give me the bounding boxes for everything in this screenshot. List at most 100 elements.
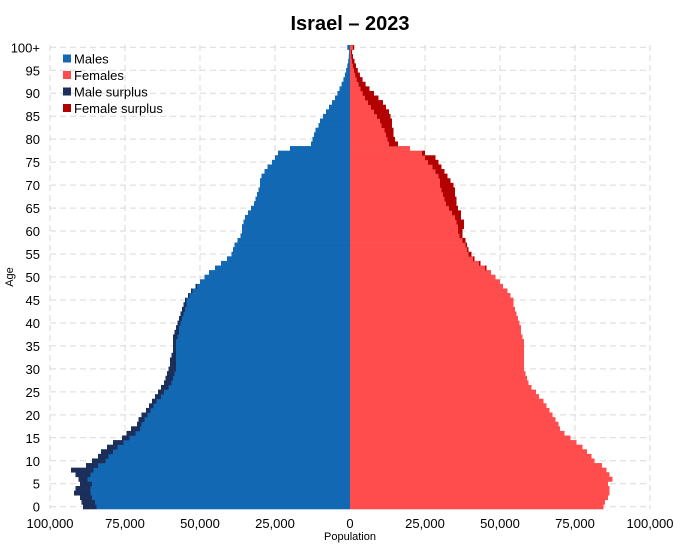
male-bar [237,237,350,243]
male-bar [204,274,350,280]
male-bar [105,458,350,464]
female-surplus-bar [374,109,389,115]
female-bar [350,449,587,455]
female-bar [350,412,553,418]
male-surplus-bar [98,453,109,459]
male-bar [92,495,350,501]
male-bar [129,435,350,441]
male-bar [150,407,350,413]
male-bar [326,109,350,115]
x-tick-label: 25,000 [405,516,445,531]
male-bar [245,214,350,220]
female-bar [350,435,571,441]
male-bar [108,453,350,459]
female-bar [350,426,560,432]
female-surplus-bar [351,58,355,64]
male-surplus-bar [80,495,92,501]
legend-swatch [63,71,71,79]
female-bar [350,182,440,188]
male-surplus-bar [126,430,136,436]
male-bar [179,325,350,331]
male-surplus-bar [71,467,94,473]
x-tick-label: 0 [346,516,353,531]
y-tick-label: 100+ [11,40,40,55]
female-bar [350,297,514,303]
female-bar [350,58,352,64]
male-bar [257,192,350,197]
male-bar [278,150,350,156]
male-bar [176,343,350,349]
male-bar [176,357,350,363]
male-bar [347,63,350,69]
male-bar [140,426,350,432]
female-bar [350,481,608,487]
y-tick-label: 35 [26,339,40,354]
male-bar [87,476,350,482]
male-bar [113,449,350,455]
male-bar [186,297,350,303]
y-tick-label: 0 [33,500,40,515]
male-bar [272,159,350,165]
male-surplus-bar [161,384,169,390]
female-bar [350,251,469,257]
male-bar [147,412,350,418]
male-bar [267,164,350,170]
male-surplus-bar [167,371,175,377]
male-surplus-bar [146,407,151,413]
female-bar [350,440,577,445]
male-bar [96,504,350,510]
female-surplus-bar [458,224,464,230]
male-surplus-bar [183,302,187,308]
male-bar [192,288,350,294]
female-bar [350,228,458,234]
male-bar [314,132,350,138]
male-bar [240,233,350,239]
female-bar [350,320,520,326]
female-bar [350,366,524,372]
female-bar [350,104,371,110]
female-bar [350,472,610,478]
female-bar [350,86,361,92]
male-bar [176,348,350,354]
x-tick-label: 75,000 [555,516,595,531]
chart-title: Israel – 2023 [291,13,410,35]
female-bar [350,334,523,340]
male-bar [348,58,350,64]
female-bar [350,141,389,147]
female-bar [350,205,449,211]
female-surplus-bar [449,205,458,211]
male-bar [332,100,350,106]
male-surplus-bar [173,334,178,340]
male-bar [176,352,350,358]
female-surplus-bar [353,67,358,73]
female-bar [350,490,610,496]
female-bar [350,214,455,220]
male-bar [153,403,350,409]
female-surplus-bar [350,49,353,55]
male-surplus-bar [92,458,106,464]
female-bar [350,467,607,473]
female-bar [350,476,613,482]
male-bar [185,306,350,312]
female-bar [350,458,595,464]
female-bar [350,329,521,335]
y-tick-label: 95 [26,63,40,78]
female-surplus-bar [380,118,392,124]
female-bar [350,45,353,50]
legend-label: Males [74,52,109,67]
male-bar [242,228,350,234]
female-bar [350,150,422,156]
x-tick-label: 75,000 [105,516,145,531]
male-surplus-bar [75,486,91,491]
male-surplus-bar [168,366,176,372]
x-tick-label: 50,000 [480,516,520,531]
female-bar [350,100,368,106]
female-bar [350,352,524,358]
male-bar [189,293,350,298]
male-surplus-bar [177,320,181,326]
y-tick-label: 75 [26,155,40,170]
male-bar [197,283,350,289]
male-surplus-bar [182,306,185,312]
y-tick-label: 70 [26,178,40,193]
male-bar [329,104,350,110]
